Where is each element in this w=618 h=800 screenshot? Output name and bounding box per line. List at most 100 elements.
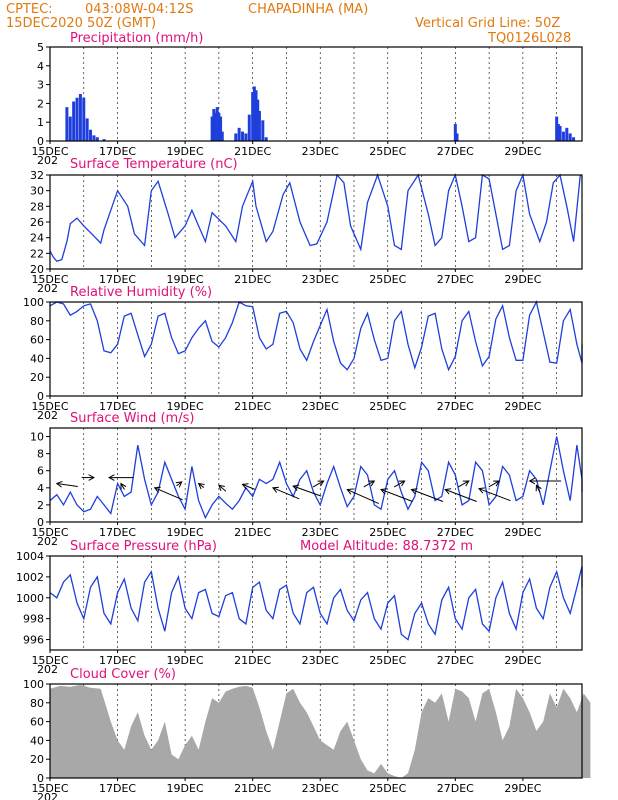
wind-vector-head	[175, 481, 183, 488]
precip-bar	[455, 133, 459, 141]
y-tick-label: 1002	[16, 571, 44, 584]
precip-bar	[247, 114, 251, 141]
panel-frame	[49, 555, 583, 651]
y-tick-label: 4	[37, 60, 44, 73]
wind-vector	[272, 487, 300, 500]
panel-frame	[49, 174, 583, 270]
precip-bar	[82, 97, 86, 141]
precip-bar	[261, 120, 265, 141]
y-tick-label: 100	[23, 296, 44, 309]
y-tick-label: 0	[37, 772, 44, 785]
wind-vector-head	[120, 482, 127, 490]
wind-vector-head	[292, 484, 300, 491]
precip-bar	[78, 94, 82, 141]
wind-vector	[347, 489, 379, 504]
wind-vector	[198, 483, 205, 488]
panel-title: Precipitation (mm/h)	[70, 31, 203, 46]
x-tick-label: 27DEC	[437, 782, 474, 795]
wind-vector-head	[398, 480, 406, 487]
wind-vector-head	[197, 482, 205, 490]
x-tick-label: 25DEC	[369, 526, 406, 539]
x-tick-label: 29DEC	[504, 145, 541, 158]
header: CPTEC: 043:08W-04:12S CHAPADINHA (MA) 15…	[6, 2, 571, 46]
y-tick-label: 22	[30, 247, 44, 260]
y-tick-label: 80	[30, 697, 44, 710]
year-label-fragment: 202	[37, 282, 58, 295]
x-tick-label: 19DEC	[167, 273, 204, 286]
x-tick-label: 17DEC	[99, 526, 136, 539]
y-tick-label: 40	[30, 734, 44, 747]
precip-bar	[215, 107, 219, 141]
year-label-fragment: 202	[37, 791, 58, 800]
panel-humidity: 0 20 40 60 80 100 15DEC 17DEC 19DEC 21DEC 23DEC 25D…	[23, 285, 583, 422]
precip-bar	[251, 92, 255, 141]
header-coordinates: 043:08W-04:12S	[85, 2, 193, 17]
header-station: CHAPADINHA (MA)	[248, 2, 368, 17]
y-tick-label: 60	[30, 716, 44, 729]
wind-vector-head	[444, 488, 452, 495]
wind-vector-head	[528, 477, 536, 485]
precip-bar	[241, 131, 245, 141]
y-tick-label: 998	[23, 613, 44, 626]
y-tick-label: 20	[30, 263, 44, 276]
x-tick-label: 17DEC	[99, 273, 136, 286]
x-tick-label: 23DEC	[302, 145, 339, 158]
wind-vector-head	[317, 480, 325, 487]
wind-vector	[411, 489, 444, 502]
y-tick-label: 6	[37, 465, 44, 478]
wind-vector	[56, 483, 78, 488]
precip-bar	[217, 112, 221, 141]
panel-pressure: 996 998 1000 1002 1004 15DEC 17DEC 19DEC 21DEC 23…	[16, 539, 583, 676]
x-tick-label: 23DEC	[302, 526, 339, 539]
y-tick-label: 26	[30, 216, 44, 229]
wind-vector-head	[462, 480, 470, 487]
y-tick-label: 28	[30, 200, 44, 213]
precip-bar	[214, 112, 218, 141]
wind-vector-head	[88, 474, 95, 481]
precip-bar	[568, 133, 572, 141]
wind-vector-head	[380, 488, 388, 495]
x-tick-label: 29DEC	[504, 654, 541, 667]
year-label-fragment: 202	[37, 154, 58, 167]
wind-vector	[380, 489, 413, 502]
wind-vector-head	[271, 486, 279, 493]
x-tick-label: 29DEC	[504, 526, 541, 539]
x-tick-label: 19DEC	[167, 654, 204, 667]
x-tick-label: 21DEC	[234, 526, 271, 539]
wind-vector-head	[218, 484, 225, 492]
x-tick-label: 19DEC	[167, 782, 204, 795]
x-tick-label: 17DEC	[99, 145, 136, 158]
precip-bar	[565, 127, 569, 141]
x-tick-label: 21DEC	[234, 145, 271, 158]
precip-bar	[252, 86, 256, 141]
wind-vector	[154, 487, 183, 501]
wind-vector-head	[493, 480, 501, 487]
wind-line	[49, 436, 583, 520]
panel-title: Cloud Cover (%)	[70, 667, 176, 682]
header-source: CPTEC:	[6, 2, 53, 17]
panel-frame	[49, 301, 583, 397]
x-tick-label: 17DEC	[99, 400, 136, 413]
y-tick-label: 1004	[16, 550, 44, 563]
x-tick-label: 23DEC	[302, 782, 339, 795]
precip-bar	[95, 137, 99, 141]
header-model-code: TQ0126L028	[487, 31, 571, 46]
precip-bar	[561, 131, 565, 141]
x-tick-label: 21DEC	[234, 654, 271, 667]
y-tick-label: 2	[37, 499, 44, 512]
precip-bar	[555, 116, 559, 141]
x-tick-label: 27DEC	[437, 273, 474, 286]
precip-bar	[558, 125, 562, 141]
x-tick-label: 17DEC	[99, 782, 136, 795]
wind-vector-head	[55, 480, 63, 488]
header-run-time: 15DEC2020 50Z (GMT)	[6, 16, 156, 31]
precip-bar	[453, 124, 457, 141]
wind-vector-head	[535, 484, 542, 492]
cloud-cover-area	[50, 684, 591, 778]
wind-vector	[312, 480, 324, 488]
y-tick-label: 2	[37, 97, 44, 110]
wind-vector	[218, 484, 227, 492]
panel-title: Relative Humidity (%)	[70, 285, 212, 300]
x-tick-label: 27DEC	[437, 526, 474, 539]
y-tick-label: 3	[37, 79, 44, 92]
